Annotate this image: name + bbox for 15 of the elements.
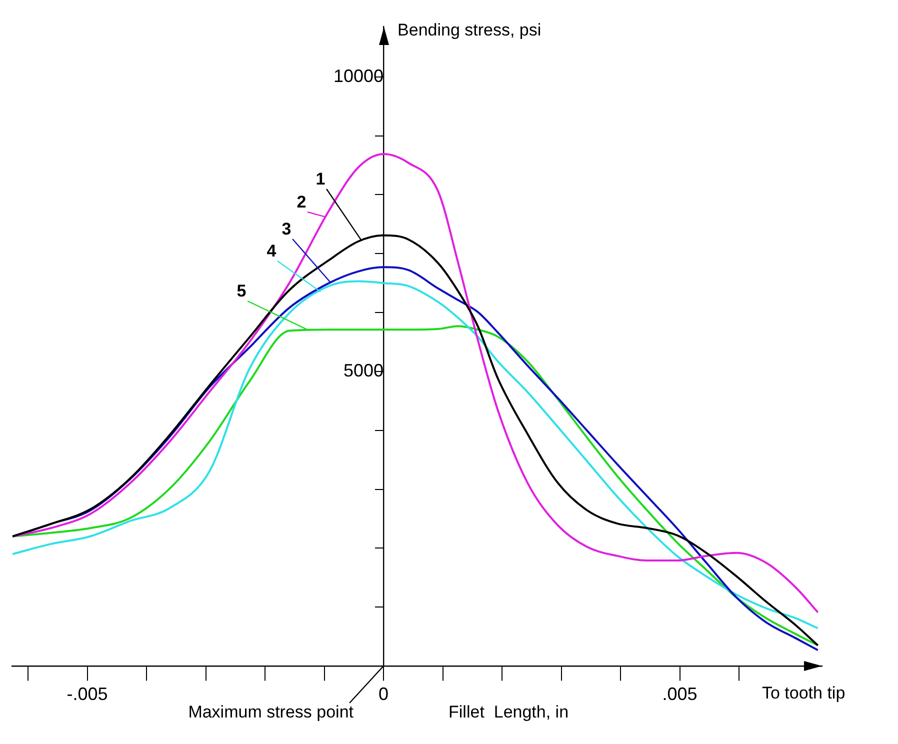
x-tick-label: -.005	[66, 684, 108, 704]
text: To tooth tip	[762, 684, 846, 703]
y-axis-title: Bending stress, psi	[398, 20, 542, 40]
x-tick-label: .005	[662, 684, 698, 704]
x-tick-label: 0	[378, 684, 389, 704]
text: Maximum stress point	[188, 702, 354, 722]
text: 3	[282, 220, 292, 239]
x-axis-title: Fillet Length, in	[448, 702, 569, 722]
text: 1	[316, 170, 326, 189]
y-tick-label: 5000	[343, 360, 384, 380]
line-series	[12, 153, 819, 614]
series-label: 2	[296, 192, 306, 212]
y-tick-label: 10000	[333, 66, 384, 86]
text: 4	[266, 242, 277, 261]
text: 5	[236, 282, 246, 301]
